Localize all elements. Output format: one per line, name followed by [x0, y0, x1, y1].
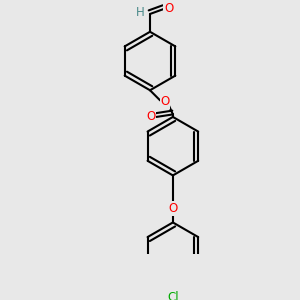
Text: O: O: [168, 202, 178, 215]
Text: Cl: Cl: [167, 291, 179, 300]
Text: O: O: [160, 95, 170, 108]
Text: H: H: [136, 6, 145, 19]
Text: O: O: [164, 2, 173, 15]
Text: O: O: [147, 110, 156, 123]
